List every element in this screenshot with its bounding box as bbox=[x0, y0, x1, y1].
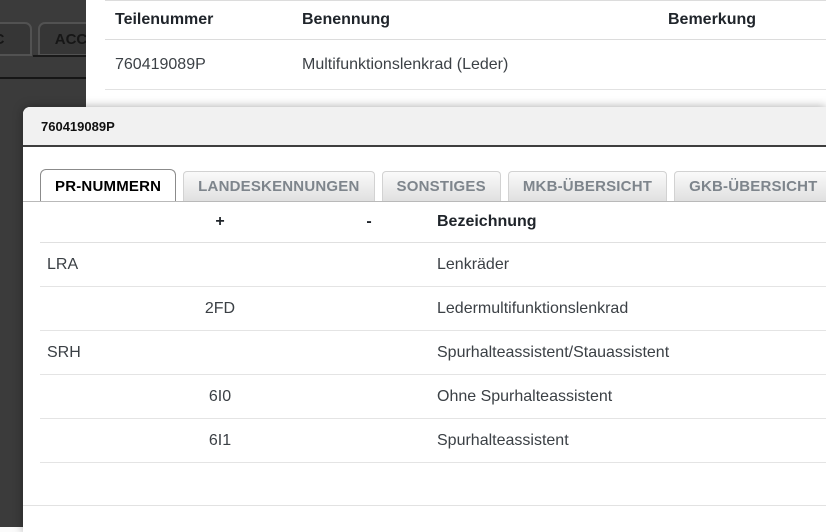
cell-family: LRA bbox=[47, 255, 79, 273]
parts-results-table: Teilenummer Benennung Bemerkung 76041908… bbox=[105, 0, 826, 90]
pr-table-header-row: + - Bezeichnung bbox=[40, 202, 826, 243]
dialog-body: PR-NUMMERN LANDESKENNUNGEN SONSTIGES MKB-ÜB… bbox=[23, 168, 826, 506]
pr-number-table: + - Bezeichnung LRA Lenkräder 2FD Lederm… bbox=[23, 202, 826, 506]
cell-bezeichnung: Ledermultifunktionslenkrad bbox=[437, 299, 629, 317]
dialog-tab-mkb-bersicht[interactable]: MKB-ÜBERSICHT bbox=[507, 171, 668, 201]
background-panel-divider bbox=[0, 77, 86, 79]
dialog-tab-gkb-bersicht[interactable]: GKB-ÜBERSICHT bbox=[674, 171, 826, 201]
dialog-tab-label: GKB-ÜBERSICHT bbox=[689, 178, 818, 195]
column-header-minus: - bbox=[366, 213, 372, 230]
dialog-tab-label: LANDESKENNUNGEN bbox=[198, 178, 360, 195]
cell-plus-code: 2FD bbox=[204, 299, 236, 317]
background-tab-c[interactable]: C bbox=[0, 22, 32, 56]
dialog-header: 760419089P bbox=[23, 107, 826, 147]
dialog-title: 760419089P bbox=[41, 118, 115, 134]
dialog-tab-label: SONSTIGES bbox=[396, 178, 486, 195]
results-row-760419089P[interactable]: 760419089P Multifunktionslenkrad (Leder) bbox=[105, 40, 826, 90]
pr-table-row: 6I0 Ohne Spurhalteassistent bbox=[40, 375, 826, 419]
column-header-bemerkung: Bemerkung bbox=[668, 11, 757, 28]
dialog-tab-landeskennungen[interactable]: LANDESKENNUNGEN bbox=[183, 171, 375, 201]
cell-plus-code: 6I1 bbox=[208, 431, 232, 449]
dialog-tab-label: MKB-ÜBERSICHT bbox=[522, 178, 653, 195]
parts-results-panel: Teilenummer Benennung Bemerkung 76041908… bbox=[86, 0, 826, 107]
dialog-tab-bar: PR-NUMMERN LANDESKENNUNGEN SONSTIGES MKB-ÜB… bbox=[23, 168, 826, 202]
pr-table-row: SRH Spurhalteassistent/Stauassistent bbox=[40, 331, 826, 375]
dialog-tab-pr-nummern[interactable]: PR-NUMMERN bbox=[40, 169, 177, 201]
dialog-tab-label: PR-NUMMERN bbox=[55, 177, 162, 195]
table-bottom-line bbox=[23, 505, 826, 506]
cell-bezeichnung: Ohne Spurhalteassistent bbox=[437, 387, 613, 405]
pr-table-row: 2FD Ledermultifunktionslenkrad bbox=[40, 287, 826, 331]
results-header-row: Teilenummer Benennung Bemerkung bbox=[105, 0, 826, 40]
column-header-benennung: Benennung bbox=[302, 11, 390, 28]
cell-teilenummer: 760419089P bbox=[115, 55, 206, 73]
dialog-tab-sonstiges[interactable]: SONSTIGES bbox=[381, 171, 501, 201]
cell-bezeichnung: Lenkräder bbox=[437, 255, 510, 273]
cell-bezeichnung: Spurhalteassistent bbox=[437, 431, 569, 449]
table-empty-row bbox=[40, 463, 826, 505]
cell-family: SRH bbox=[47, 343, 81, 361]
background-tab-label: ACC bbox=[54, 30, 88, 48]
column-header-plus: + bbox=[215, 213, 225, 230]
cell-plus-code: 6I0 bbox=[208, 387, 232, 405]
cell-benennung: Multifunktionslenkrad (Leder) bbox=[302, 55, 509, 73]
background-tab-label: C bbox=[0, 31, 4, 48]
background-tab-divider bbox=[33, 55, 86, 57]
cell-bezeichnung: Spurhalteassistent/Stauassistent bbox=[437, 343, 670, 361]
pr-table-row: 6I1 Spurhalteassistent bbox=[40, 419, 826, 463]
pr-table-row: LRA Lenkräder bbox=[40, 243, 826, 287]
column-header-teilenummer: Teilenummer bbox=[115, 11, 214, 28]
column-header-bezeichnung: Bezeichnung bbox=[437, 213, 537, 230]
part-details-dialog: 760419089P PR-NUMMERN LANDESKENNUNGEN SONS… bbox=[23, 107, 826, 532]
